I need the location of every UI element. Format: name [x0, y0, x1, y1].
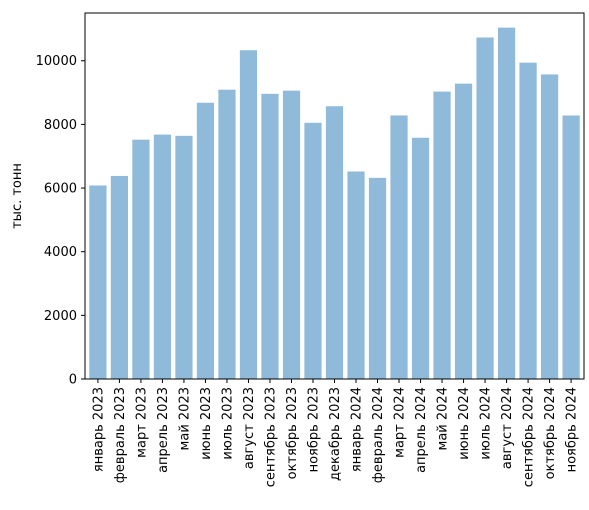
- x-tick-label: март 2024: [393, 387, 408, 458]
- y-tick-label: 0: [69, 373, 77, 388]
- y-axis-label: тыс. тонн: [10, 163, 25, 229]
- x-tick-label: ноябрь 2023: [306, 387, 321, 472]
- y-tick-label: 2000: [44, 309, 77, 324]
- bar: [110, 175, 129, 379]
- x-tick-label: май 2023: [177, 387, 192, 450]
- x-tick-label: октябрь 2024: [543, 387, 558, 479]
- bar: [196, 102, 215, 379]
- bar: [411, 137, 430, 379]
- x-tick-label: январь 2024: [350, 387, 365, 472]
- bar: [540, 74, 559, 380]
- x-tick-label: июль 2024: [479, 387, 494, 460]
- bar: [433, 91, 451, 380]
- x-tick-label: апрель 2024: [414, 387, 429, 473]
- x-axis: январь 2023 февраль 2023 март 2023 апрель 2…: [91, 379, 580, 487]
- y-tick-label: 6000: [44, 182, 77, 197]
- bar: [282, 90, 301, 379]
- x-tick-label: апрель 2023: [156, 387, 171, 473]
- y-tick-label: 4000: [44, 245, 77, 260]
- bars-group: [89, 27, 580, 380]
- x-tick-label: февраль 2023: [113, 387, 128, 483]
- x-tick-label: август 2023: [242, 387, 257, 469]
- bar: [153, 134, 172, 379]
- bar: [497, 27, 516, 379]
- bar: [519, 62, 537, 380]
- x-tick-label: февраль 2024: [371, 387, 386, 483]
- bar: [325, 106, 344, 379]
- x-tick-label: июнь 2024: [457, 387, 472, 460]
- bar: [454, 83, 473, 380]
- x-tick-label: сентябрь 2024: [522, 387, 537, 487]
- x-tick-label: июнь 2023: [199, 387, 214, 460]
- y-tick-label: 10000: [36, 54, 77, 69]
- y-axis: 0 2000 4000 6000 8000 10000: [36, 54, 85, 388]
- bar: [304, 122, 322, 380]
- x-tick-label: август 2024: [500, 387, 515, 469]
- x-tick-label: март 2023: [134, 387, 149, 458]
- x-tick-label: июль 2023: [220, 387, 235, 460]
- x-tick-label: май 2024: [436, 387, 451, 450]
- x-tick-label: сентябрь 2023: [263, 387, 278, 487]
- bar: [368, 177, 387, 379]
- x-tick-label: ноябрь 2024: [565, 387, 580, 472]
- bar: [239, 50, 258, 380]
- bar: [175, 135, 193, 379]
- bar: [476, 37, 494, 379]
- y-tick-label: 8000: [44, 118, 77, 133]
- bar: [132, 139, 150, 379]
- bar: [390, 115, 408, 379]
- bar: [562, 115, 580, 379]
- bar: [347, 171, 365, 379]
- bar: [261, 93, 279, 379]
- bar: [218, 89, 236, 379]
- bar: [89, 185, 107, 379]
- x-tick-label: октябрь 2023: [285, 387, 300, 479]
- x-tick-label: декабрь 2023: [328, 387, 343, 481]
- x-tick-label: январь 2023: [91, 387, 106, 472]
